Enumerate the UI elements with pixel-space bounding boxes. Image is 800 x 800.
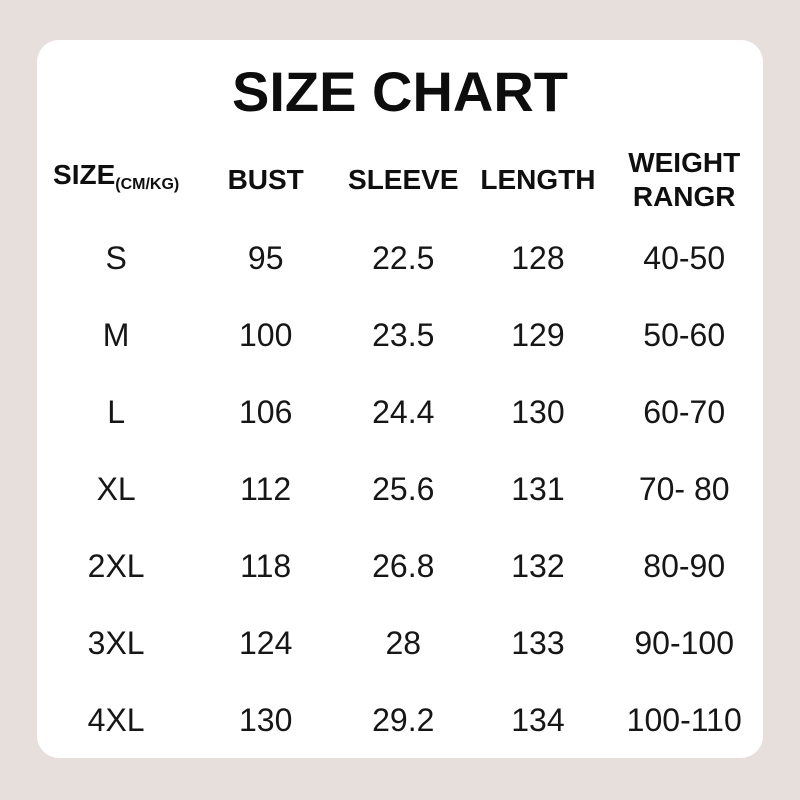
size-value: XL bbox=[96, 471, 136, 507]
size-value: S bbox=[105, 240, 127, 276]
table-row: 4XL 130 29.2 134 100-110 bbox=[37, 682, 763, 759]
table-row: 2XL 118 26.8 132 80-90 bbox=[37, 528, 763, 605]
weight-range-value: 90-100 bbox=[634, 625, 735, 661]
table-row: XL 112 25.6 131 70- 80 bbox=[37, 451, 763, 528]
weight-range-value: 70- 80 bbox=[638, 471, 730, 507]
table-row: 3XL 124 28 133 90-100 bbox=[37, 605, 763, 682]
size-header-label: SIZE bbox=[53, 159, 116, 190]
bust-value: 95 bbox=[247, 240, 284, 276]
bust-value: 124 bbox=[238, 625, 293, 661]
length-value: 130 bbox=[511, 394, 565, 430]
sleeve-value: 26.8 bbox=[372, 548, 435, 584]
weight-header-line1: WEIGHT bbox=[628, 147, 741, 178]
length-value: 131 bbox=[511, 471, 565, 507]
sleeve-value: 29.2 bbox=[372, 702, 435, 738]
weight-range-value: 80-90 bbox=[643, 548, 726, 584]
bust-value: 100 bbox=[238, 317, 293, 353]
weight-header-line2: RANGR bbox=[632, 181, 736, 212]
bust-value: 130 bbox=[238, 702, 293, 738]
column-header-sleeve: SLEEVE bbox=[348, 164, 459, 195]
size-value: 2XL bbox=[87, 548, 145, 584]
column-header-length: LENGTH bbox=[480, 164, 596, 195]
bust-value: 112 bbox=[240, 471, 292, 507]
size-value: 4XL bbox=[87, 702, 145, 738]
table-row: L 106 24.4 130 60-70 bbox=[37, 374, 763, 451]
page-title: SIZE CHART bbox=[232, 60, 568, 123]
table-header-row: SIZE(CM/KG) BUST SLEEVE LENGTH WEIGHT RAN… bbox=[37, 140, 763, 220]
size-value: L bbox=[107, 394, 126, 430]
length-value: 128 bbox=[511, 240, 565, 276]
sleeve-value: 22.5 bbox=[372, 240, 435, 276]
size-header-unit: (CM/KG) bbox=[115, 176, 180, 193]
bust-value: 118 bbox=[240, 548, 292, 584]
sleeve-value: 23.5 bbox=[372, 317, 435, 353]
size-value: 3XL bbox=[87, 625, 145, 661]
length-value: 134 bbox=[511, 702, 565, 738]
sleeve-value: 24.4 bbox=[372, 394, 435, 430]
weight-range-value: 60-70 bbox=[643, 394, 726, 430]
size-table: SIZE(CM/KG) BUST SLEEVE LENGTH WEIGHT RAN… bbox=[37, 140, 763, 758]
length-value: 129 bbox=[511, 317, 565, 353]
column-header-bust: BUST bbox=[227, 164, 304, 195]
bust-value: 106 bbox=[238, 394, 293, 430]
column-header-size: SIZE(CM/KG) bbox=[37, 158, 195, 202]
weight-range-value: 100-110 bbox=[626, 702, 742, 738]
table-row: S 95 22.5 128 40-50 bbox=[37, 220, 763, 297]
weight-range-value: 50-60 bbox=[643, 317, 726, 353]
length-value: 133 bbox=[511, 625, 565, 661]
sleeve-value: 28 bbox=[385, 625, 422, 661]
weight-range-value: 40-50 bbox=[643, 240, 726, 276]
sleeve-value: 25.6 bbox=[372, 471, 435, 507]
size-value: M bbox=[102, 317, 130, 353]
table-row: M 100 23.5 129 50-60 bbox=[37, 297, 763, 374]
size-chart-card: SIZE CHART SIZE(CM/KG) BUST SLEEVE LENGT… bbox=[37, 40, 763, 758]
column-header-weight-range: WEIGHT RANGR bbox=[605, 146, 763, 214]
length-value: 132 bbox=[511, 548, 565, 584]
